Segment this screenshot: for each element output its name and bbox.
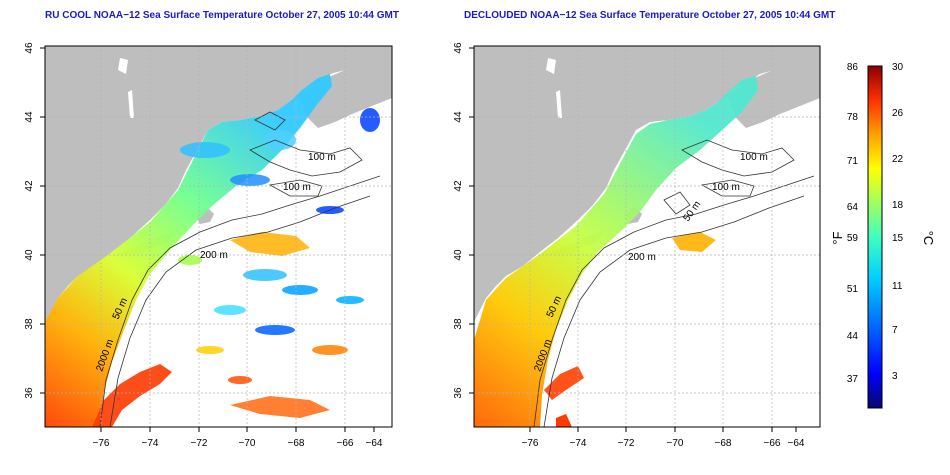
colorbar-f-tick: 64 xyxy=(847,202,859,213)
y-tick-label: 44 xyxy=(453,111,464,123)
left-warm-patch xyxy=(230,232,310,256)
left-x-tick-labels: −76 −74 −72 −70 −68 −66 −64 xyxy=(93,438,383,449)
left-contour-label: 200 m xyxy=(200,250,228,261)
y-tick-label: 40 xyxy=(453,249,464,261)
right-y-tick-labels: 46 44 42 40 38 36 xyxy=(453,42,464,399)
y-tick-label: 46 xyxy=(453,42,464,54)
colorbar-f-tick: 37 xyxy=(847,374,859,385)
left-map xyxy=(45,46,392,427)
y-tick-label: 40 xyxy=(24,249,35,261)
colorbar-celsius-label: °C xyxy=(921,231,936,246)
colorbar-fahrenheit-label: °F xyxy=(830,231,845,244)
left-y-tick-labels: 46 44 42 40 38 36 xyxy=(24,42,35,399)
x-tick-label: −74 xyxy=(570,438,587,449)
x-tick-label: −72 xyxy=(191,438,208,449)
left-cloud-speckle xyxy=(178,108,380,384)
colorbar-c-tick: 7 xyxy=(892,325,898,336)
colorbar-f-tick: 71 xyxy=(847,156,859,167)
left-gulfstream-2 xyxy=(230,396,330,418)
x-tick-label: −76 xyxy=(522,438,539,449)
right-contour-label: 100 m xyxy=(712,182,740,193)
right-contour-label: 200 m xyxy=(628,252,656,263)
left-gulfstream xyxy=(92,364,172,427)
x-tick-label: −64 xyxy=(788,438,805,449)
left-panel-title: RU COOL NOAA−12 Sea Surface Temperature … xyxy=(45,10,399,21)
right-lake xyxy=(546,58,556,74)
y-tick-label: 38 xyxy=(24,318,35,330)
colorbar-c-tick: 11 xyxy=(892,281,903,292)
right-warm-patch xyxy=(672,232,716,252)
colorbar-f-tick: 78 xyxy=(847,112,859,123)
colorbar-c-tick: 22 xyxy=(892,154,904,165)
x-tick-label: −70 xyxy=(667,438,684,449)
y-tick-label: 42 xyxy=(453,180,464,192)
colorbar-c-tick: 15 xyxy=(892,233,904,244)
colorbar-c-tick: 30 xyxy=(892,62,904,73)
y-tick-label: 38 xyxy=(453,318,464,330)
colorbar-c-tick: 26 xyxy=(892,108,904,119)
left-grid xyxy=(45,46,392,427)
left-sst-shelf xyxy=(45,74,332,427)
left-cape-cod xyxy=(196,206,214,224)
x-tick-label: −64 xyxy=(366,438,383,449)
x-tick-label: −66 xyxy=(764,438,781,449)
x-tick-label: −76 xyxy=(93,438,110,449)
colorbar-c-tick: 3 xyxy=(892,371,898,382)
x-tick-label: −70 xyxy=(239,438,256,449)
colorbar-celsius-ticks: 30 26 22 18 15 11 7 3 xyxy=(892,62,904,382)
left-lake xyxy=(128,90,134,118)
right-map xyxy=(474,46,820,427)
right-map-frame xyxy=(473,45,821,428)
right-axes xyxy=(469,47,797,432)
right-lake xyxy=(556,90,562,118)
right-panel-title: DECLOUDED NOAA−12 Sea Surface Temperatur… xyxy=(464,10,836,21)
left-map-frame xyxy=(44,45,393,428)
y-tick-label: 36 xyxy=(24,387,35,399)
y-tick-label: 46 xyxy=(24,42,35,54)
left-axes xyxy=(40,47,375,432)
left-contour-label: 100 m xyxy=(308,152,336,163)
right-sst-shelf xyxy=(474,76,758,427)
right-warm-spot xyxy=(556,414,572,427)
colorbar-fahrenheit-ticks: 86 78 71 64 59 51 44 37 xyxy=(847,62,859,385)
x-tick-label: −74 xyxy=(142,438,159,449)
left-nova-scotia xyxy=(300,60,392,128)
colorbar-f-tick: 51 xyxy=(847,284,859,295)
left-lake xyxy=(118,58,128,74)
right-gulfstream xyxy=(544,366,584,400)
x-tick-label: −68 xyxy=(288,438,305,449)
colorbar xyxy=(867,65,883,409)
right-grid xyxy=(474,46,820,427)
left-contours xyxy=(99,111,381,427)
right-x-tick-labels: −76 −74 −72 −70 −68 −66 −64 xyxy=(522,438,805,449)
y-tick-label: 42 xyxy=(24,180,35,192)
y-tick-label: 44 xyxy=(24,111,35,123)
x-tick-label: −66 xyxy=(337,438,354,449)
right-nova-scotia xyxy=(728,60,820,128)
colorbar-f-tick: 44 xyxy=(847,331,859,342)
right-contours xyxy=(533,139,815,427)
colorbar-f-tick: 86 xyxy=(847,62,859,73)
left-contour-label: 100 m xyxy=(283,182,311,193)
right-contour-label: 50 m xyxy=(681,199,703,224)
x-tick-label: −72 xyxy=(618,438,635,449)
colorbar-c-tick: 18 xyxy=(892,200,904,211)
x-tick-label: −68 xyxy=(715,438,732,449)
y-tick-label: 36 xyxy=(453,387,464,399)
right-contour-label: 100 m xyxy=(740,152,768,163)
colorbar-f-tick: 59 xyxy=(847,233,859,244)
